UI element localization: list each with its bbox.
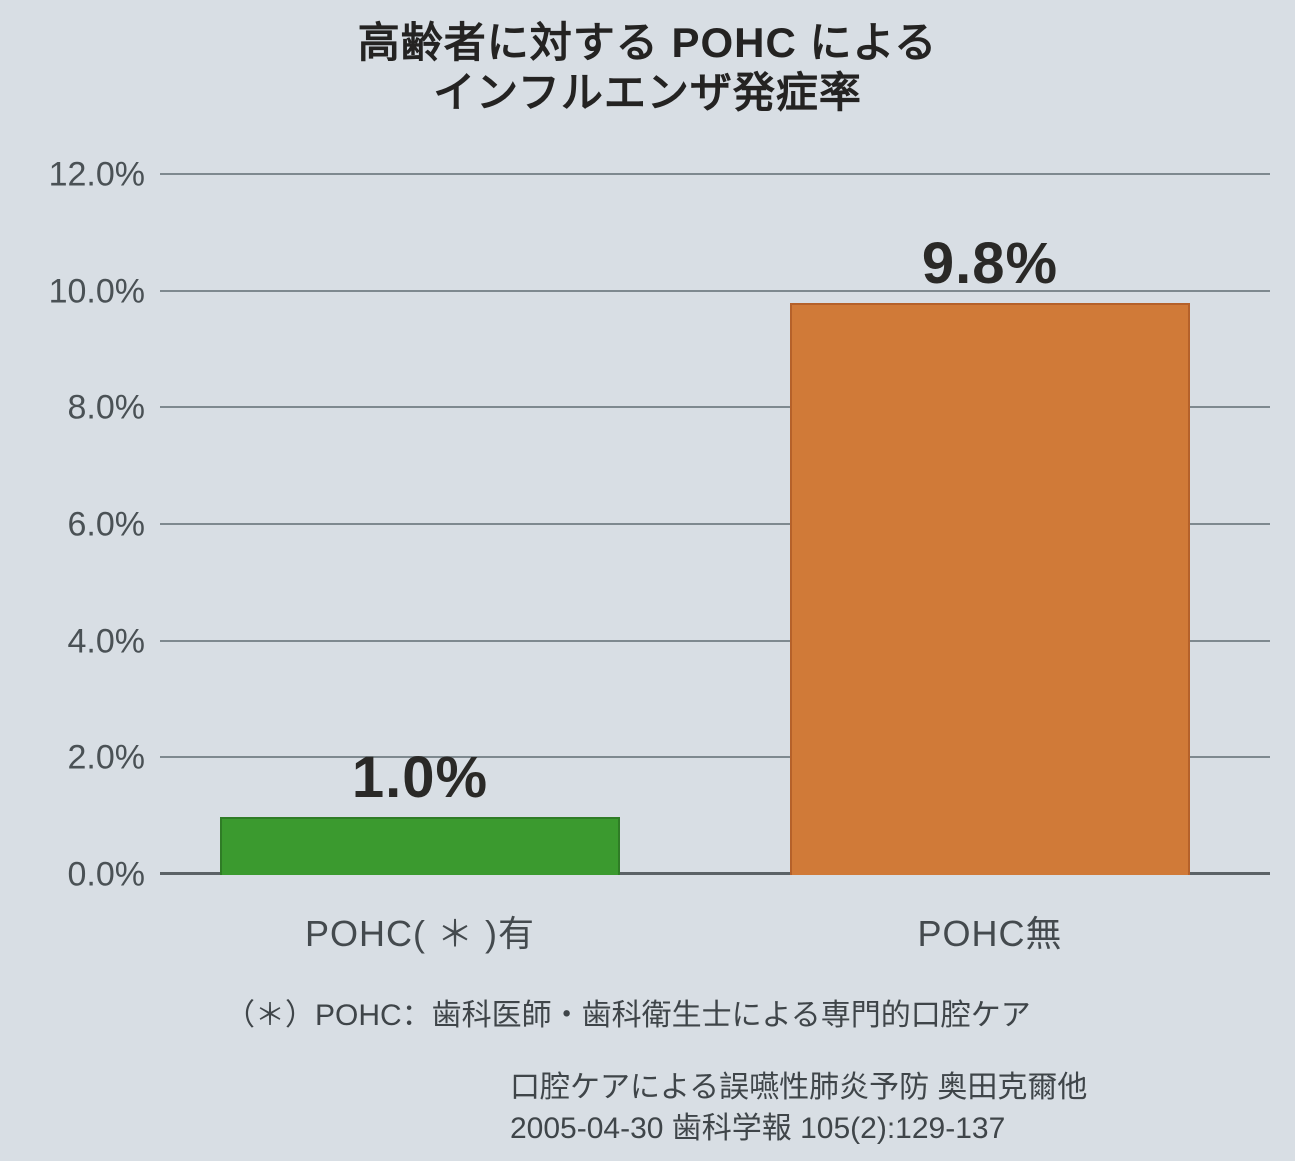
plot-area: 0.0%2.0%4.0%6.0%8.0%10.0%12.0%1.0%POHC( … bbox=[160, 175, 1270, 875]
chart-title-line2: インフルエンザ発症率 bbox=[0, 68, 1295, 118]
chart-title: 高齢者に対する POHC による インフルエンザ発症率 bbox=[0, 18, 1295, 119]
ytick-label: 2.0% bbox=[5, 739, 145, 778]
x-category-label: POHC( ＊ )有 bbox=[220, 905, 620, 957]
ytick-label: 0.0% bbox=[5, 856, 145, 895]
ytick-label: 8.0% bbox=[5, 389, 145, 428]
gridline bbox=[160, 173, 1270, 175]
footnote: （＊）POHC：歯科医師・歯科衛生士による専門的口腔ケア bbox=[225, 990, 1031, 1034]
bar-value-label: 1.0% bbox=[220, 744, 620, 811]
ytick-label: 12.0% bbox=[5, 156, 145, 195]
ytick-label: 6.0% bbox=[5, 506, 145, 545]
bar-value-label: 9.8% bbox=[790, 230, 1190, 297]
citation-line2: 2005-04-30 歯科学報 105(2):129-137 bbox=[510, 1109, 1087, 1150]
citation: 口腔ケアによる誤嚥性肺炎予防 奥田克爾他 2005-04-30 歯科学報 105… bbox=[510, 1068, 1087, 1149]
ytick-label: 4.0% bbox=[5, 622, 145, 661]
x-category-label: POHC無 bbox=[790, 905, 1190, 957]
ytick-label: 10.0% bbox=[5, 272, 145, 311]
citation-line1: 口腔ケアによる誤嚥性肺炎予防 奥田克爾他 bbox=[510, 1068, 1087, 1109]
bar bbox=[220, 817, 620, 875]
bar bbox=[790, 303, 1190, 875]
chart-title-line1: 高齢者に対する POHC による bbox=[0, 18, 1295, 68]
